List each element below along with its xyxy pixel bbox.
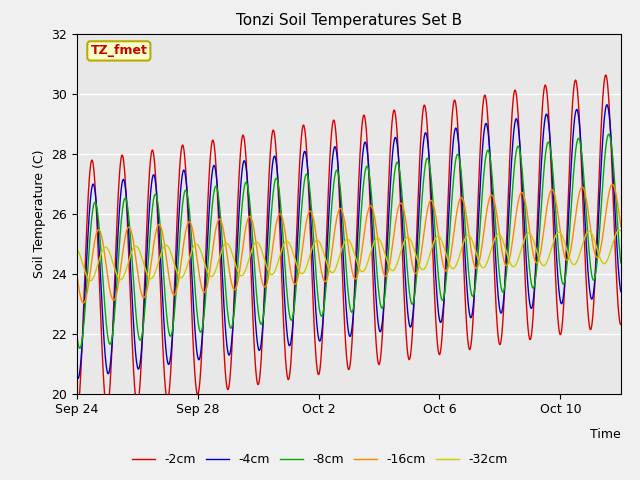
-8cm <box>507 209 515 215</box>
-2cm <box>73 412 81 418</box>
-32cm <box>617 228 625 234</box>
-4cm <box>74 375 82 381</box>
-32cm <box>86 278 94 284</box>
-16cm <box>376 254 384 260</box>
Y-axis label: Soil Temperature (C): Soil Temperature (C) <box>33 149 45 278</box>
-16cm <box>79 300 87 306</box>
Line: -2cm: -2cm <box>77 75 621 415</box>
Text: TZ_fmet: TZ_fmet <box>90 44 147 58</box>
-4cm <box>73 372 81 378</box>
-8cm <box>76 345 84 351</box>
-4cm <box>569 135 577 141</box>
-2cm <box>365 161 372 167</box>
-32cm <box>569 262 577 267</box>
-2cm <box>602 72 609 78</box>
-4cm <box>603 102 611 108</box>
-16cm <box>617 224 625 229</box>
-16cm <box>225 264 232 270</box>
-2cm <box>617 322 625 327</box>
-8cm <box>617 260 625 266</box>
-16cm <box>365 206 372 212</box>
-8cm <box>376 301 384 307</box>
-32cm <box>365 257 372 263</box>
-8cm <box>569 179 577 185</box>
-32cm <box>73 246 81 252</box>
-2cm <box>225 386 232 392</box>
-4cm <box>225 352 232 358</box>
-8cm <box>73 332 81 338</box>
Line: -16cm: -16cm <box>77 184 621 303</box>
-16cm <box>73 272 81 277</box>
Line: -4cm: -4cm <box>77 105 621 378</box>
-32cm <box>507 262 515 267</box>
Text: Time: Time <box>590 428 621 441</box>
-2cm <box>584 307 591 312</box>
Title: Tonzi Soil Temperatures Set B: Tonzi Soil Temperatures Set B <box>236 13 462 28</box>
-4cm <box>584 269 592 275</box>
-4cm <box>507 169 515 175</box>
-8cm <box>365 167 372 173</box>
-4cm <box>376 329 384 335</box>
-16cm <box>584 208 592 214</box>
Line: -8cm: -8cm <box>77 134 621 348</box>
-4cm <box>365 162 372 168</box>
-32cm <box>225 242 232 248</box>
-16cm <box>569 233 577 239</box>
-2cm <box>569 98 577 104</box>
-4cm <box>617 288 625 294</box>
-2cm <box>507 136 515 142</box>
-8cm <box>584 235 592 241</box>
-32cm <box>376 238 384 244</box>
-16cm <box>609 181 616 187</box>
-8cm <box>225 318 232 324</box>
-32cm <box>616 227 623 233</box>
-2cm <box>376 358 384 364</box>
-8cm <box>605 132 612 137</box>
-16cm <box>507 249 515 254</box>
Line: -32cm: -32cm <box>77 230 621 281</box>
-32cm <box>584 228 592 234</box>
Legend: -2cm, -4cm, -8cm, -16cm, -32cm: -2cm, -4cm, -8cm, -16cm, -32cm <box>127 448 513 471</box>
